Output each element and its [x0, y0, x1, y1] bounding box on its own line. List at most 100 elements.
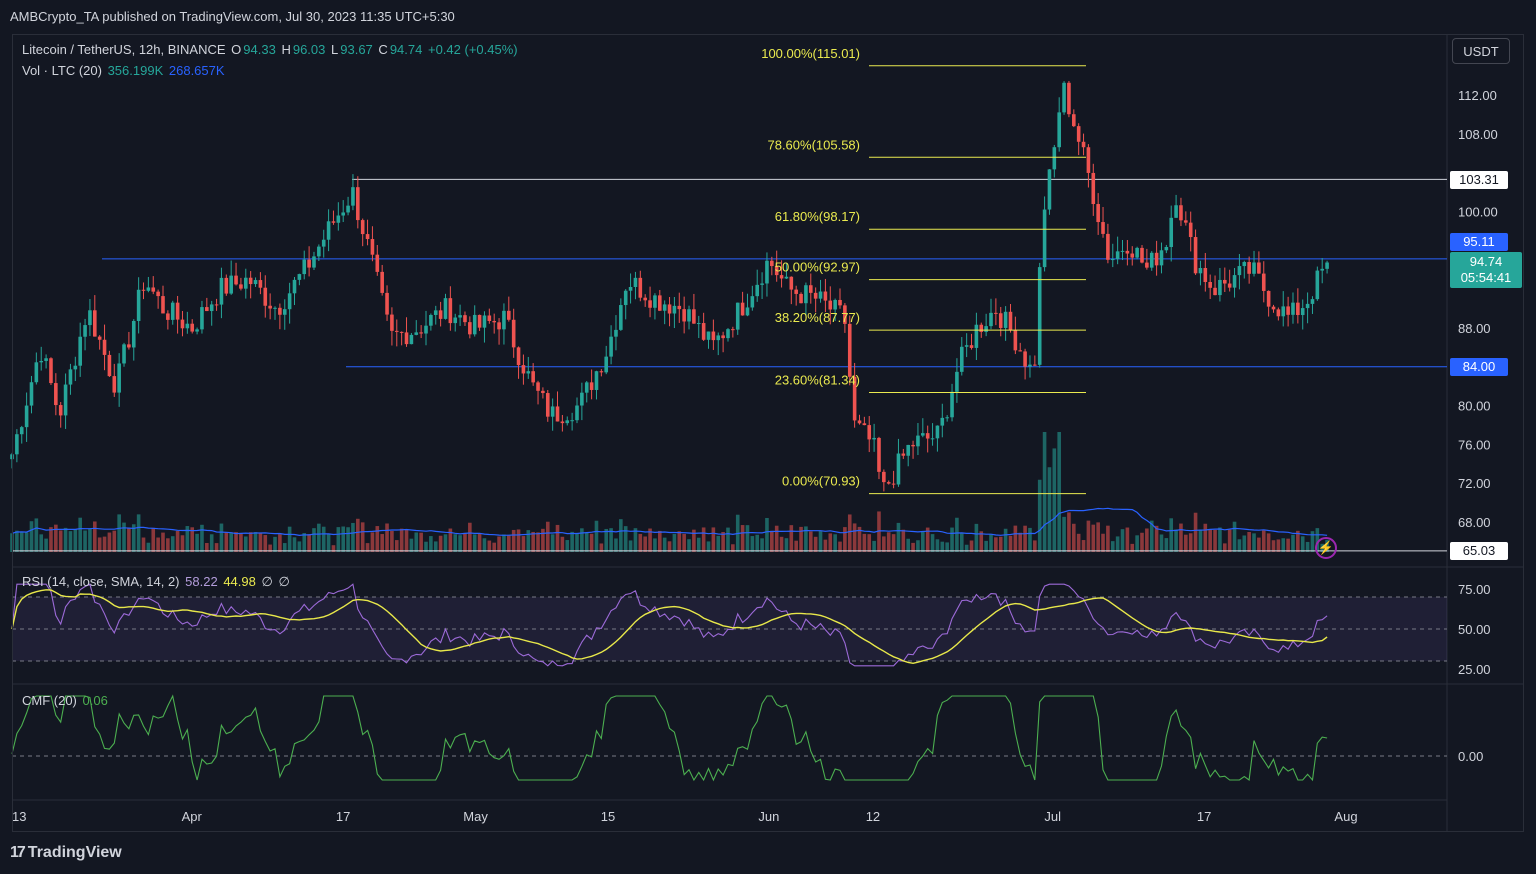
upper-level-price-tag: 95.11 [1450, 233, 1508, 251]
volume-bar [1208, 529, 1212, 552]
volume-bar [623, 526, 628, 552]
low-label: L [331, 42, 339, 57]
volume-bar [706, 541, 711, 552]
candle-body [580, 392, 584, 406]
volume-legend[interactable]: Vol · LTC (20) 356.199K 268.657K [22, 63, 227, 78]
volume-bar [804, 526, 808, 552]
volume-bar [1008, 535, 1013, 552]
volume-bar [419, 532, 423, 552]
cmf-legend[interactable]: CMF (20) 0.06 [22, 693, 110, 708]
fib-label: 23.60%(81.34) [775, 373, 860, 388]
volume-bar [692, 529, 696, 552]
high-label: H [281, 42, 291, 57]
volume-bar [867, 534, 872, 552]
volume-bar [657, 530, 662, 552]
volume-bar [1179, 523, 1183, 552]
candle-body [843, 305, 847, 324]
volume-bar [458, 535, 462, 552]
volume-bar [380, 534, 384, 552]
volume-bar [1091, 524, 1096, 552]
candle-body [833, 299, 837, 310]
volume-bar [180, 535, 185, 552]
fib-label: 78.60%(105.58) [767, 137, 860, 152]
volume-bar [502, 534, 506, 552]
volume-bar [34, 518, 39, 552]
volume-bar [1125, 527, 1130, 552]
candle-body [1062, 82, 1066, 113]
volume-bar [974, 523, 979, 552]
volume-bar [1115, 536, 1120, 552]
volume-bar [911, 542, 915, 552]
footer-brand: 17 TradingView [10, 844, 122, 862]
volume-bar [682, 533, 686, 552]
volume-bar [847, 514, 852, 552]
candle-body [891, 483, 896, 485]
tradingview-logo-icon: 17 [10, 844, 26, 861]
volume-bar [248, 532, 253, 552]
candle-body [555, 406, 560, 422]
fib-label: 38.20%(87.77) [775, 310, 860, 325]
lightning-icon[interactable]: ⚡ [1315, 537, 1337, 559]
candle-body [156, 291, 160, 297]
volume-bar [360, 522, 365, 552]
candle-body [360, 220, 365, 235]
candle-body [799, 293, 803, 304]
volume-bar [1213, 529, 1217, 552]
candle-body [667, 304, 672, 314]
rsi-legend[interactable]: RSI (14, close, SMA, 14, 2) 58.22 44.98 … [22, 574, 292, 590]
volume-bar [253, 532, 258, 552]
candle-body [959, 346, 964, 372]
lower-level-price-tag: 84.00 [1450, 358, 1508, 376]
symbol-legend[interactable]: Litecoin / TetherUS, 12h, BINANCE O 94.33… [22, 42, 520, 57]
candle-body [409, 334, 414, 345]
volume-bar [146, 542, 151, 552]
candle-body [1232, 275, 1237, 288]
candle-body [214, 304, 219, 306]
candle-body [1115, 251, 1120, 260]
candle-body [940, 417, 945, 426]
volume-bar [127, 527, 131, 552]
candle-body [1252, 262, 1256, 274]
volume-bar [648, 528, 652, 552]
candle-body [185, 323, 190, 329]
candle-body [648, 300, 652, 308]
candle-body [847, 323, 852, 377]
rsi-empty-1: ∅ [261, 574, 273, 589]
candle-body [107, 354, 112, 377]
volume-bar [141, 537, 146, 552]
candle-body [433, 310, 438, 315]
volume-bar [886, 532, 891, 552]
change-value: +0.42 (+0.45%) [427, 42, 518, 57]
volume-bar [541, 528, 545, 552]
candle-body [122, 344, 126, 364]
candle-body [219, 277, 224, 305]
volume-value: 356.199K [107, 63, 164, 78]
volume-bar [755, 534, 760, 552]
volume-bar [1227, 529, 1232, 552]
candle-body [1208, 281, 1212, 288]
currency-button[interactable]: USDT [1452, 38, 1510, 64]
candle-body [560, 421, 565, 424]
fib-label: 61.80%(98.17) [775, 209, 860, 224]
candle-body [657, 295, 662, 311]
candle-body [692, 309, 696, 324]
volume-bar [185, 526, 190, 552]
volume-bar [190, 527, 195, 552]
candle-body [443, 298, 448, 319]
volume-bar [312, 528, 316, 552]
volume-bar [1081, 540, 1086, 552]
candle-body [170, 302, 175, 320]
chart-frame [12, 34, 1524, 832]
candle-body [979, 324, 984, 332]
volume-bar [278, 534, 282, 552]
volume-bar [760, 538, 764, 552]
volume-bar [234, 532, 238, 552]
volume-bar [550, 534, 555, 552]
volume-bar [789, 525, 794, 552]
volume-bar [823, 539, 828, 552]
candle-body [1266, 290, 1271, 307]
volume-bar [341, 526, 346, 552]
volume-bar [921, 531, 925, 552]
resistance-price-tag: 103.31 [1450, 171, 1508, 189]
